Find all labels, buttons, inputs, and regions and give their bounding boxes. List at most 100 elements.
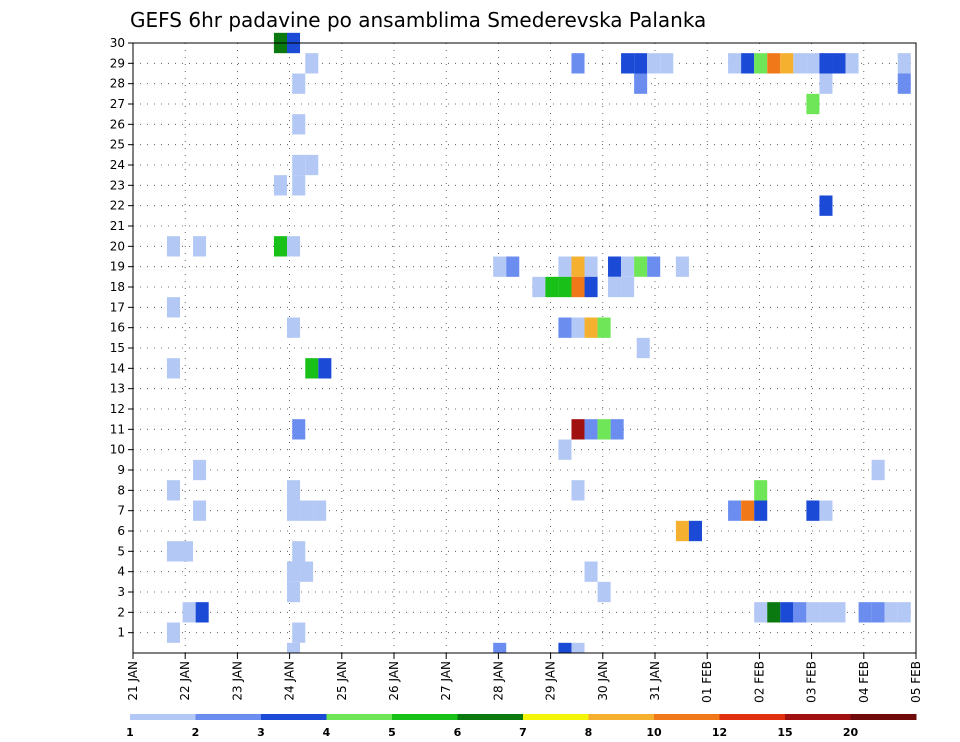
precip-cell (166, 541, 180, 562)
precip-cell (728, 53, 742, 74)
y-tick-label: 15 (110, 341, 125, 355)
precip-cell (305, 53, 319, 74)
y-tick-label: 1 (117, 626, 125, 640)
precip-cell (318, 358, 332, 379)
precip-cell (292, 73, 306, 94)
x-tick-label: 23 JAN (230, 661, 244, 701)
colorbar-swatch (326, 714, 393, 720)
precip-cell (780, 602, 794, 623)
precip-cell (558, 642, 572, 653)
colorbar-label: 7 (519, 726, 527, 739)
y-tick-label: 14 (110, 361, 125, 375)
x-tick-label: 24 JAN (283, 661, 297, 701)
precip-cell (571, 642, 585, 653)
precip-cell (292, 175, 306, 196)
precip-cell (584, 419, 598, 440)
precip-cell (806, 53, 820, 74)
y-tick-label: 25 (110, 138, 125, 152)
precip-cell (558, 256, 572, 277)
precip-cell (286, 581, 301, 603)
precip-cell (558, 439, 572, 460)
x-tick-label: 05 FEB (909, 661, 923, 703)
precip-cell (754, 480, 768, 501)
precip-cell (286, 317, 301, 338)
precip-cell (558, 276, 572, 298)
precip-cell (845, 53, 859, 74)
x-tick-label: 27 JAN (439, 661, 453, 701)
y-tick-label: 21 (110, 219, 125, 233)
precip-cell (493, 642, 507, 653)
precip-cell (506, 256, 520, 277)
precip-cell (571, 419, 585, 440)
grid-lines (133, 42, 916, 653)
colorbar-label: 1 (126, 726, 134, 739)
y-tick-label: 28 (110, 77, 125, 91)
colorbar-label: 20 (843, 726, 859, 739)
x-tick-label: 28 JAN (491, 661, 505, 701)
y-tick-label: 3 (117, 585, 125, 599)
precip-cell (286, 236, 301, 257)
y-tick-label: 5 (117, 544, 125, 558)
precip-cell (532, 276, 546, 298)
precip-cell (300, 500, 314, 521)
precip-cell (584, 561, 598, 582)
precip-cell (610, 419, 624, 440)
precip-cell (897, 73, 911, 94)
precip-cell (166, 236, 180, 257)
chart-title: GEFS 6hr padavine po ansamblima Smederev… (130, 8, 706, 32)
precip-cell (166, 480, 180, 501)
precip-cell (292, 541, 306, 562)
precip-cell (558, 317, 572, 338)
precip-cell (193, 236, 207, 257)
colorbar-label: 8 (585, 726, 593, 739)
precip-cell (884, 602, 898, 623)
colorbar-swatch (457, 714, 524, 720)
precip-cell (571, 317, 585, 338)
precip-cell (584, 317, 598, 338)
y-tick-label: 11 (110, 422, 125, 436)
precip-cell (806, 500, 820, 521)
precip-cell (292, 114, 306, 135)
precip-cell (300, 561, 314, 582)
y-tick-label: 4 (117, 565, 125, 579)
x-tick-label: 29 JAN (544, 661, 558, 701)
precip-cell (871, 602, 885, 623)
data-cells (166, 32, 911, 653)
y-tick-label: 18 (110, 280, 125, 294)
precip-cell (571, 256, 585, 277)
y-tick-label: 26 (110, 117, 125, 131)
colorbar-swatch (392, 714, 458, 720)
x-tick-label: 31 JAN (648, 661, 662, 701)
colorbar-swatch (130, 714, 196, 720)
precip-cell (728, 500, 742, 521)
precip-cell (193, 500, 207, 521)
precip-cell (806, 602, 820, 623)
precip-cell (305, 154, 319, 176)
precip-cell (858, 602, 872, 623)
colorbar-swatch (654, 714, 720, 720)
precip-cell (292, 622, 306, 643)
precip-cell (493, 256, 507, 277)
x-tick-label: 04 FEB (857, 661, 871, 703)
y-tick-label: 6 (117, 524, 125, 538)
precip-cell (634, 53, 648, 74)
precip-cell (675, 520, 689, 542)
y-tick-label: 16 (110, 321, 125, 335)
x-tick-label: 22 JAN (178, 661, 192, 701)
precip-cell (647, 53, 661, 74)
colorbar-label: 5 (388, 726, 396, 739)
precip-cell (767, 53, 781, 74)
precip-cell (832, 53, 846, 74)
precip-cell (305, 358, 319, 379)
precip-cell (193, 459, 207, 481)
precip-cell (182, 602, 196, 623)
y-tick-label: 27 (110, 97, 125, 111)
precip-cell (571, 53, 585, 74)
x-tick-label: 01 FEB (700, 661, 714, 703)
precip-cell (286, 561, 301, 582)
y-tick-label: 9 (117, 463, 125, 477)
precip-cell (754, 500, 768, 521)
y-tick-label: 30 (110, 36, 125, 50)
precip-cell (286, 642, 301, 653)
